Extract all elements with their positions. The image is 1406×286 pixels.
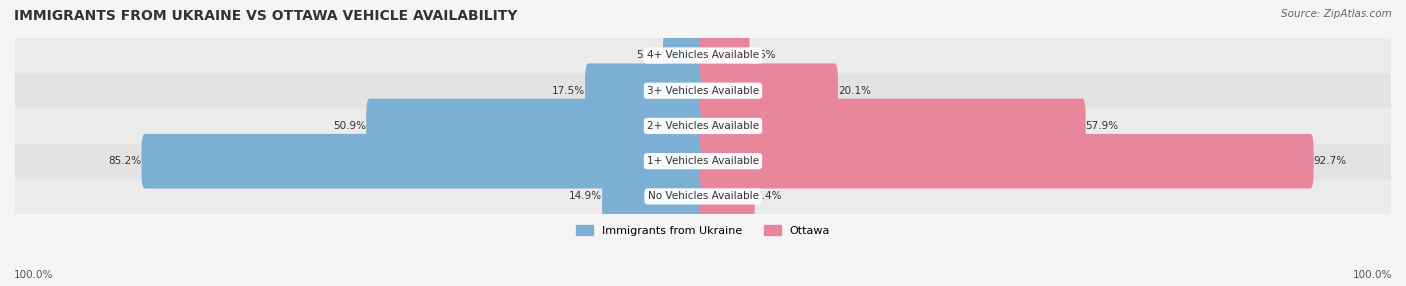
FancyBboxPatch shape [700,99,1085,153]
FancyBboxPatch shape [602,169,706,224]
Text: 57.9%: 57.9% [1085,121,1119,131]
Text: 17.5%: 17.5% [553,86,585,96]
FancyBboxPatch shape [585,63,706,118]
Text: IMMIGRANTS FROM UKRAINE VS OTTAWA VEHICLE AVAILABILITY: IMMIGRANTS FROM UKRAINE VS OTTAWA VEHICL… [14,9,517,23]
Text: 92.7%: 92.7% [1313,156,1347,166]
Legend: Immigrants from Ukraine, Ottawa: Immigrants from Ukraine, Ottawa [572,221,834,240]
FancyBboxPatch shape [664,28,706,83]
FancyBboxPatch shape [700,28,749,83]
Text: 100.0%: 100.0% [14,270,53,280]
Text: No Vehicles Available: No Vehicles Available [648,191,758,201]
Text: 3+ Vehicles Available: 3+ Vehicles Available [647,86,759,96]
Text: 2+ Vehicles Available: 2+ Vehicles Available [647,121,759,131]
FancyBboxPatch shape [15,108,1391,144]
Text: 14.9%: 14.9% [569,191,602,201]
FancyBboxPatch shape [142,134,706,188]
Text: 4+ Vehicles Available: 4+ Vehicles Available [647,51,759,61]
Text: Source: ZipAtlas.com: Source: ZipAtlas.com [1281,9,1392,19]
FancyBboxPatch shape [700,63,838,118]
FancyBboxPatch shape [700,134,1313,188]
Text: 6.6%: 6.6% [749,51,776,61]
FancyBboxPatch shape [15,178,1391,214]
Text: 5.6%: 5.6% [637,51,664,61]
Text: 50.9%: 50.9% [333,121,366,131]
FancyBboxPatch shape [700,169,755,224]
Text: 20.1%: 20.1% [838,86,870,96]
Text: 85.2%: 85.2% [108,156,142,166]
FancyBboxPatch shape [15,37,1391,74]
Text: 7.4%: 7.4% [755,191,782,201]
FancyBboxPatch shape [15,73,1391,109]
Text: 1+ Vehicles Available: 1+ Vehicles Available [647,156,759,166]
FancyBboxPatch shape [15,143,1391,179]
FancyBboxPatch shape [366,99,706,153]
Text: 100.0%: 100.0% [1353,270,1392,280]
